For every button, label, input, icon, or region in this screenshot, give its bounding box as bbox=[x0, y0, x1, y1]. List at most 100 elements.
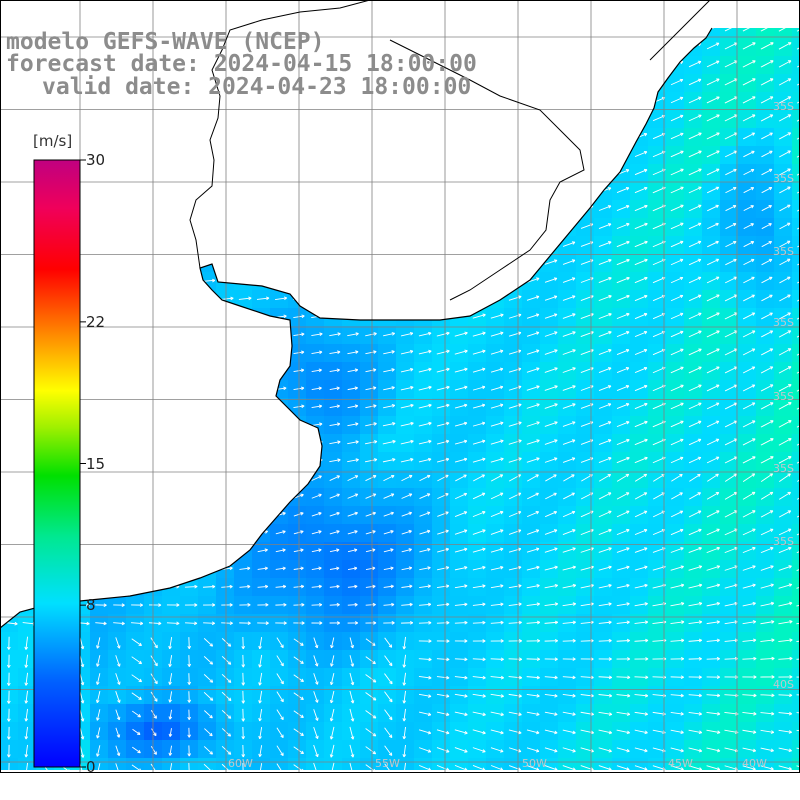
wind-arrow bbox=[688, 132, 702, 140]
wind-arrow bbox=[706, 114, 720, 122]
wind-arrow bbox=[761, 168, 773, 176]
wind-cell bbox=[720, 758, 739, 770]
longitude-label: 60W bbox=[228, 757, 253, 770]
wind-cell bbox=[630, 758, 649, 770]
longitude-label: 50W bbox=[522, 757, 547, 770]
colorbar-tick-label: 30 bbox=[86, 151, 106, 169]
wind-cell bbox=[720, 28, 739, 39]
wind-arrow bbox=[706, 78, 720, 86]
colorbar-tick-label: 8 bbox=[86, 596, 96, 615]
wind-cell bbox=[306, 758, 325, 770]
latitude-label: 35S bbox=[773, 316, 794, 329]
wind-arrow bbox=[706, 150, 720, 158]
wind-arrow bbox=[778, 78, 792, 86]
wind-cell bbox=[684, 758, 703, 770]
wind-cell bbox=[792, 632, 800, 651]
title-forecast-date: forecast date: 2024-04-15 18:00:00 bbox=[6, 51, 477, 77]
wind-cell bbox=[792, 92, 800, 111]
wind-arrow bbox=[779, 150, 791, 158]
wind-arrow bbox=[670, 150, 684, 158]
wind-arrow bbox=[670, 168, 684, 176]
latitude-label: 35S bbox=[773, 462, 794, 475]
wind-arrow bbox=[796, 150, 800, 158]
wind-cell bbox=[594, 758, 613, 770]
wind-arrow bbox=[743, 187, 755, 194]
wind-cell bbox=[792, 524, 800, 543]
wind-arrow bbox=[688, 168, 702, 176]
wind-cell bbox=[792, 128, 800, 147]
wind-cell bbox=[792, 146, 800, 165]
wind-cell bbox=[414, 758, 433, 770]
wind-arrow bbox=[779, 186, 791, 194]
wind-cell bbox=[774, 28, 793, 39]
wind-arrow bbox=[670, 78, 684, 86]
wind-cell bbox=[792, 56, 800, 75]
wind-cell bbox=[792, 434, 800, 453]
latitude-label: 35S bbox=[773, 172, 794, 185]
wind-cell bbox=[738, 28, 757, 39]
wind-arrow bbox=[706, 132, 720, 140]
wind-cell bbox=[558, 758, 577, 770]
wind-arrow bbox=[725, 186, 737, 194]
wind-arrow bbox=[760, 42, 774, 50]
wind-cell bbox=[792, 182, 800, 201]
wind-cell bbox=[522, 758, 541, 770]
wind-cell bbox=[792, 380, 800, 399]
wind-arrow bbox=[634, 186, 648, 194]
wind-arrow bbox=[778, 96, 792, 104]
wind-arrow bbox=[688, 78, 702, 86]
latitude-label: 35S bbox=[773, 390, 794, 403]
wind-arrow bbox=[706, 60, 720, 68]
longitude-label: 55W bbox=[375, 757, 400, 770]
latitude-label: 35S bbox=[773, 245, 794, 258]
wind-arrow bbox=[778, 114, 792, 122]
wind-cell bbox=[792, 668, 800, 687]
wind-cell bbox=[792, 74, 800, 93]
wind-arrow bbox=[742, 78, 756, 86]
wind-cell bbox=[450, 758, 469, 770]
wind-cell bbox=[792, 416, 800, 435]
colorbar-tick-label: 0 bbox=[86, 758, 96, 776]
latitude-label: 40S bbox=[773, 678, 794, 691]
longitude-label: 45W bbox=[668, 757, 693, 770]
wind-arrow bbox=[760, 78, 774, 86]
wind-cell bbox=[792, 290, 800, 309]
wind-cell bbox=[126, 758, 145, 770]
wind-cell bbox=[108, 758, 127, 770]
wind-cell bbox=[792, 200, 800, 219]
wind-arrow bbox=[760, 28, 774, 32]
wind-cell bbox=[792, 578, 800, 597]
wind-cell bbox=[792, 704, 800, 723]
wind-cell bbox=[288, 758, 307, 770]
wind-arrow bbox=[743, 150, 755, 158]
wind-cell bbox=[360, 758, 379, 770]
wind-cell bbox=[792, 488, 800, 507]
latitude-label: 35S bbox=[773, 535, 794, 548]
wind-arrow bbox=[706, 96, 720, 104]
wind-cell bbox=[792, 28, 800, 39]
wind-cell bbox=[540, 758, 559, 770]
wind-cell bbox=[792, 254, 800, 273]
wind-cell bbox=[792, 686, 800, 705]
wind-cell bbox=[756, 758, 775, 770]
wind-cell bbox=[576, 758, 595, 770]
wind-cell bbox=[792, 560, 800, 579]
wind-arrow bbox=[634, 150, 648, 158]
wind-arrow bbox=[670, 186, 684, 194]
wind-cell bbox=[792, 542, 800, 561]
wind-arrow bbox=[742, 60, 756, 68]
wind-arrow bbox=[778, 42, 792, 50]
wind-arrow bbox=[706, 186, 720, 194]
wind-arrow bbox=[742, 96, 756, 104]
wind-arrow bbox=[743, 168, 755, 176]
wind-cell bbox=[792, 110, 800, 129]
wind-cell bbox=[216, 758, 235, 770]
wind-cell bbox=[702, 758, 721, 770]
wind-cell bbox=[270, 758, 289, 770]
wind-cell bbox=[432, 758, 451, 770]
wind-cell bbox=[792, 650, 800, 669]
wind-arrow bbox=[688, 150, 702, 158]
longitude-label: 40W bbox=[742, 757, 767, 770]
